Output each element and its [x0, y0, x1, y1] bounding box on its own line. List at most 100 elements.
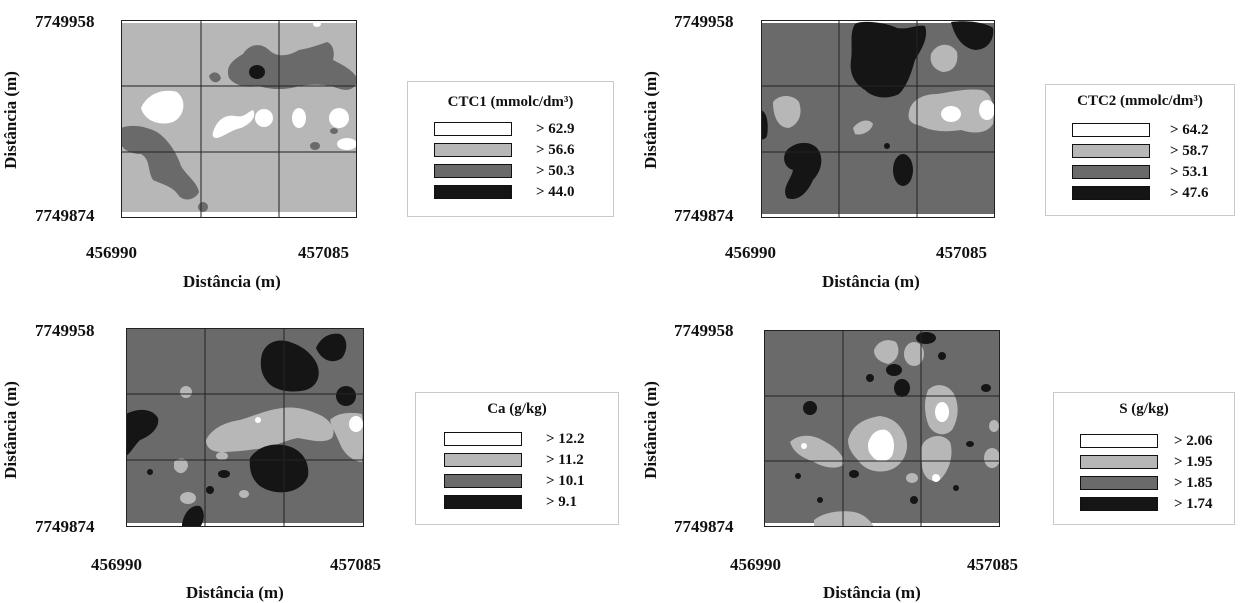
legend-label: > 64.2: [1170, 122, 1209, 138]
y-tick-bottom: 7749874: [35, 517, 95, 536]
y-tick-bottom: 7749874: [674, 206, 734, 225]
legend-label: > 50.3: [536, 163, 575, 179]
contour-black-4: [884, 143, 890, 149]
legend-item: > 2.06: [1054, 434, 1234, 452]
contour-white-1: [141, 90, 184, 124]
legend-swatch-2: [434, 143, 512, 157]
legend-item: > 1.85: [1054, 476, 1234, 494]
legend-swatch-4: [434, 185, 512, 199]
legend-item: > 44.0: [408, 185, 613, 203]
contour-dark-small-1: [209, 72, 221, 83]
contour-black-9: [849, 470, 859, 478]
contour-black-5: [866, 374, 874, 382]
contour-dark-small-4: [330, 128, 338, 134]
x-tick-left: 456990: [725, 243, 776, 262]
legend-swatch-3: [1080, 476, 1158, 490]
contour-dark-small-3: [310, 142, 320, 150]
contour-gray-light-small-1: [180, 386, 192, 398]
contour-gray-light-small-2: [984, 448, 1000, 468]
contour-white-right-low: [932, 474, 940, 482]
contour-black-8: [795, 473, 801, 479]
y-tick-top: 7749958: [35, 12, 95, 31]
contour-map-s: [764, 330, 1000, 527]
legend-item: > 56.6: [408, 143, 613, 161]
x-tick-left: 456990: [86, 243, 137, 262]
contour-gray-light-small-2: [180, 492, 196, 504]
contour-white-3: [255, 109, 273, 127]
legend-label: > 62.9: [536, 121, 575, 137]
y-tick-top: 7749958: [674, 12, 734, 31]
legend-label: > 47.6: [1170, 185, 1209, 201]
x-tick-right: 457085: [330, 555, 381, 574]
contour-black-13: [966, 441, 974, 447]
contour-black-right: [336, 386, 356, 406]
legend-label: > 1.95: [1174, 454, 1213, 470]
legend-item: > 50.3: [408, 164, 613, 182]
legend-swatch-4: [1080, 497, 1158, 511]
contour-black-bottom: [182, 505, 204, 527]
contour-map-ca: [126, 328, 364, 527]
legend-title: CTC2 (mmolc/dm³): [1077, 93, 1203, 109]
contour-gray-light-small-1: [906, 473, 918, 483]
contour-white-left: [801, 443, 807, 449]
legend-swatch-4: [1072, 186, 1150, 200]
legend-label: > 1.74: [1174, 496, 1213, 512]
contour-black-3: [894, 379, 910, 397]
legend-label: > 9.1: [546, 494, 578, 510]
legend-item: > 1.95: [1054, 455, 1234, 473]
contour-gray-light-1: [930, 44, 958, 72]
contour-black-top: [850, 21, 927, 98]
legend-ctc1: CTC1 (mmolc/dm³) > 62.9 > 56.6 > 50.3 > …: [407, 81, 614, 217]
contour-white-center: [868, 429, 894, 462]
contour-black-top: [260, 340, 319, 392]
contour-gray-light-2: [773, 96, 801, 128]
y-axis-label: Distância (m): [0, 71, 20, 169]
legend-item: > 62.9: [408, 122, 613, 140]
contour-black-3: [893, 154, 913, 186]
contour-white-7: [313, 21, 321, 27]
x-tick-right: 457085: [298, 243, 349, 262]
y-axis-label: Distância (m): [0, 381, 20, 479]
contour-gray-light-small-3: [989, 420, 999, 432]
legend-swatch-2: [444, 453, 522, 467]
contour-white-4: [292, 108, 306, 128]
legend-swatch-1: [434, 122, 512, 136]
contour-gray-light-main: [206, 407, 334, 452]
legend-item: > 53.1: [1046, 165, 1234, 183]
legend-label: > 53.1: [1170, 164, 1209, 180]
contour-black-small-2: [206, 486, 214, 494]
contour-dark-left: [121, 125, 199, 200]
contour-dark-small-2: [198, 202, 208, 212]
y-tick-bottom: 7749874: [35, 206, 95, 225]
x-axis-label: Distância (m): [183, 272, 281, 291]
contour-black-4: [803, 401, 817, 415]
y-axis-label: Distância (m): [640, 71, 660, 169]
legend-title: CTC1 (mmolc/dm³): [447, 94, 574, 110]
map-bottom-strip: [764, 523, 1000, 527]
contour-black-spot: [249, 65, 265, 79]
y-tick-top: 7749958: [674, 321, 734, 340]
contour-black-11: [910, 496, 918, 504]
contour-black-7: [981, 384, 991, 392]
contour-map-ctc2: [761, 20, 995, 218]
legend-swatch-2: [1080, 455, 1158, 469]
legend-s: S (g/kg) > 2.06 > 1.95 > 1.85 > 1.74: [1053, 392, 1235, 525]
contour-gray-light-small-4: [216, 452, 228, 460]
contour-black-top-right: [316, 333, 347, 362]
contour-gray-light-top-left: [874, 340, 899, 364]
contour-black-top-right: [951, 21, 994, 50]
map-bottom-strip: [126, 523, 364, 527]
legend-swatch-1: [1080, 434, 1158, 448]
contour-gray-light-3: [853, 120, 873, 135]
contour-white-1: [255, 417, 261, 423]
contour-gray-light-top: [904, 342, 924, 366]
legend-item: > 10.1: [416, 474, 618, 492]
contour-black-left: [126, 409, 159, 456]
contour-black-2: [916, 332, 936, 344]
x-tick-left: 456990: [730, 555, 781, 574]
contour-white-2: [212, 110, 255, 138]
contour-black-left-2: [784, 142, 822, 200]
legend-item: > 12.2: [416, 432, 618, 450]
contour-black-6: [938, 352, 946, 360]
map-grid: [121, 20, 357, 218]
